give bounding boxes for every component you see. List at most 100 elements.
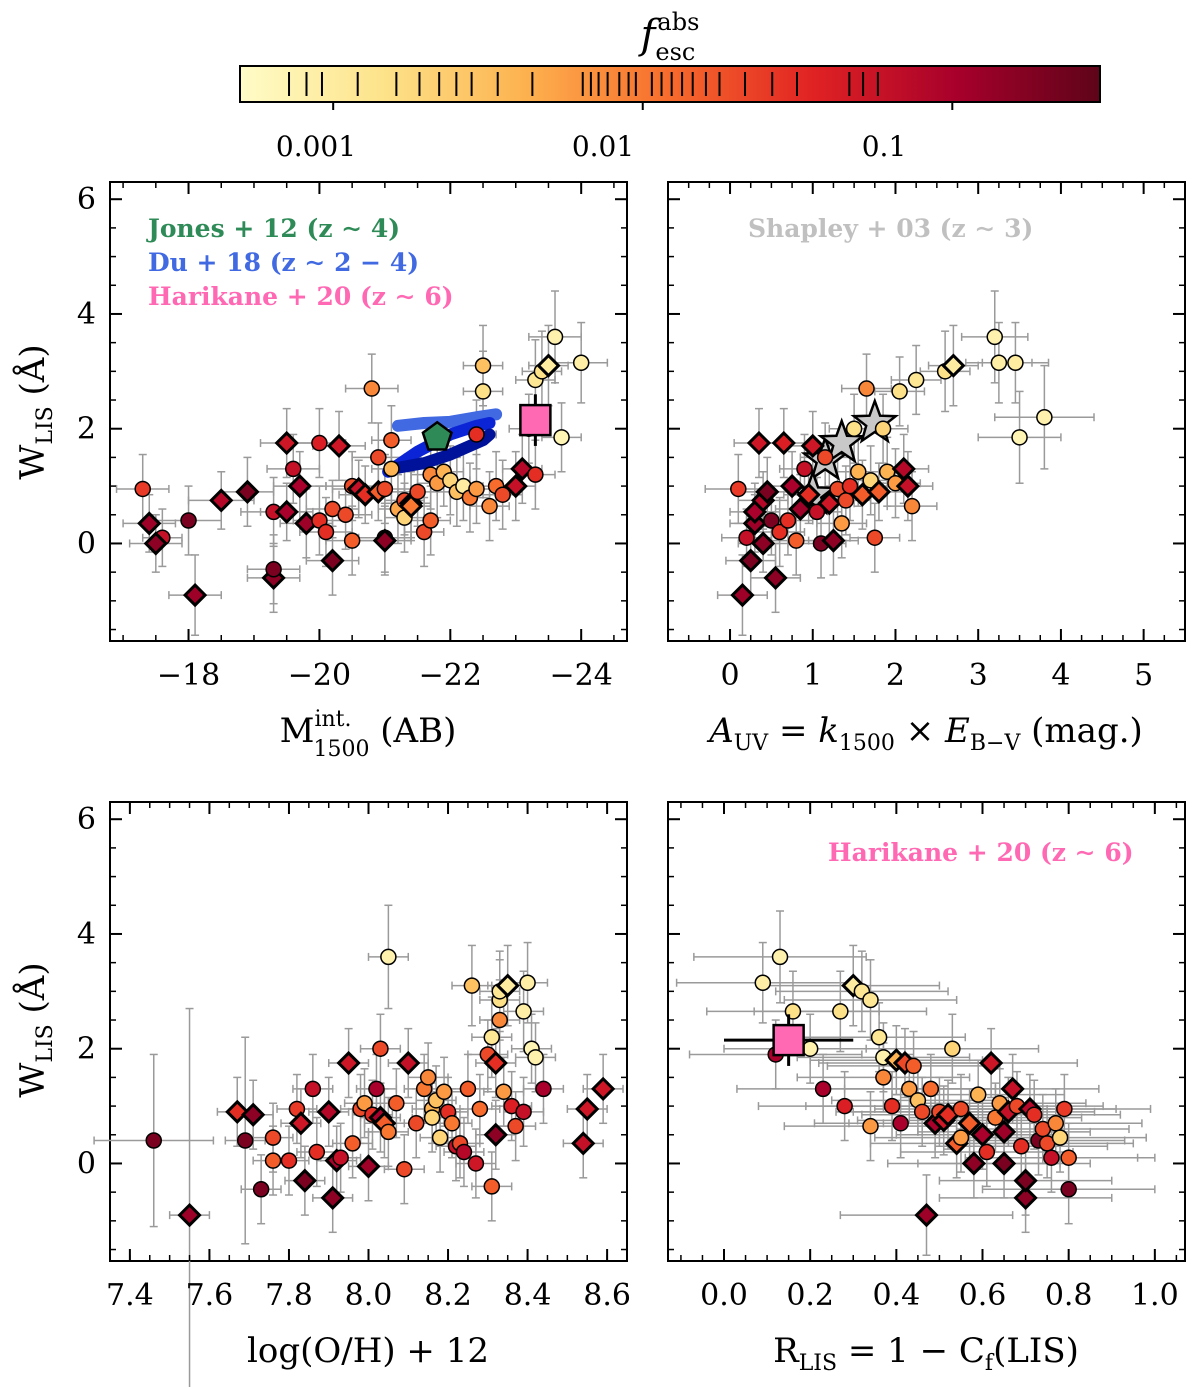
data-marks bbox=[675, 910, 1156, 1257]
circle-point bbox=[519, 974, 536, 991]
y-tick-label: 6 bbox=[77, 802, 96, 837]
circle-point bbox=[308, 1143, 326, 1161]
circle-point bbox=[833, 515, 850, 532]
diamond-point bbox=[483, 1050, 508, 1076]
circle-point bbox=[368, 1080, 385, 1098]
diamond-point bbox=[182, 582, 208, 608]
diamond-point bbox=[763, 565, 788, 591]
circle-point bbox=[363, 380, 381, 397]
circle-point bbox=[771, 948, 789, 966]
circle-point bbox=[455, 1143, 473, 1161]
x-tick-label: 0.4 bbox=[872, 1278, 920, 1313]
circle-point bbox=[317, 523, 335, 541]
circle-point bbox=[515, 1103, 532, 1121]
circle-point bbox=[1060, 1181, 1077, 1198]
y-tick-label: 6 bbox=[77, 182, 96, 217]
diamond-point bbox=[957, 1111, 982, 1136]
x-tick-label: 7.4 bbox=[106, 1278, 154, 1313]
plot-frame bbox=[667, 801, 1186, 1262]
diamond-point bbox=[320, 548, 345, 573]
x-tick-label: 1.0 bbox=[1131, 1278, 1179, 1313]
circle-point bbox=[1011, 429, 1028, 446]
circle-point bbox=[905, 1057, 922, 1075]
diamond-point bbox=[143, 531, 168, 556]
x-tick-label: 5 bbox=[1134, 658, 1153, 693]
panel-auv: 0 1 2 3 4 5 Shapley + 03 (z ∼ 3) AUV = k1500 … bbox=[667, 181, 1186, 756]
circle-point bbox=[344, 1135, 361, 1152]
circle-point bbox=[483, 1178, 501, 1195]
plot-frame bbox=[667, 181, 1186, 642]
circle-point bbox=[1025, 1106, 1043, 1123]
circle-point bbox=[463, 977, 481, 994]
diamond-point bbox=[730, 582, 755, 608]
y-tick-label: 4 bbox=[77, 917, 96, 952]
circle-point bbox=[481, 497, 498, 515]
y-tick-label: 2 bbox=[77, 412, 96, 447]
colorbar-label: fabs esc bbox=[638, 8, 700, 66]
circle-point bbox=[874, 420, 892, 437]
circle-point bbox=[808, 503, 826, 521]
circle-point bbox=[858, 380, 875, 397]
data-marks bbox=[704, 290, 1095, 637]
circle-point bbox=[891, 383, 908, 400]
colorbar-markers bbox=[288, 72, 954, 110]
diamond-point bbox=[288, 1111, 314, 1136]
circle-point bbox=[796, 460, 813, 478]
jones12-pentagon bbox=[421, 420, 453, 451]
x-tick-label: 7.6 bbox=[186, 1278, 234, 1313]
y-tick-label: 4 bbox=[77, 297, 96, 332]
circle-point bbox=[862, 991, 879, 1009]
circle-point bbox=[553, 429, 570, 446]
annotations: Jones + 12 (z ∼ 4) Du + 18 (z ∼ 2 − 4) Har… bbox=[146, 214, 454, 311]
diamond-point bbox=[738, 548, 763, 573]
circle-point bbox=[816, 449, 834, 466]
diamond-point bbox=[970, 1122, 995, 1147]
circle-point bbox=[1043, 1149, 1060, 1166]
circle-point bbox=[332, 1149, 349, 1166]
annotations: Harikane + 20 (z ∼ 6) bbox=[828, 838, 1134, 867]
y-axis-label: WLIS (Å) bbox=[12, 962, 58, 1097]
diamond-point bbox=[866, 479, 892, 504]
annotations: Shapley + 03 (z ∼ 3) bbox=[748, 214, 1033, 243]
circle-point bbox=[1056, 1100, 1073, 1118]
circle-point bbox=[952, 1129, 970, 1146]
diamond-point bbox=[225, 1099, 250, 1124]
circle-point bbox=[1007, 354, 1024, 371]
circle-point bbox=[875, 1069, 892, 1086]
axes: 7.4 7.6 7.8 8.0 8.2 8.4 8.6 0 2 4 6 bbox=[77, 802, 631, 1313]
circle-point bbox=[866, 529, 884, 546]
circle-point bbox=[337, 506, 354, 524]
circle-point bbox=[841, 477, 859, 495]
dataset-annotation: Du + 18 (z ∼ 2 − 4) bbox=[148, 248, 419, 277]
circle-point bbox=[343, 532, 361, 549]
diamond-point bbox=[356, 1154, 381, 1179]
circle-point bbox=[836, 1097, 853, 1115]
x-tick-label: 0 bbox=[720, 658, 739, 693]
circle-point bbox=[1036, 408, 1053, 426]
circle-point bbox=[1060, 1149, 1077, 1166]
x-axis-label: log(O/H) + 12 bbox=[247, 1331, 489, 1371]
diamond-point bbox=[483, 1122, 508, 1147]
circle-point bbox=[515, 1003, 532, 1020]
circle-point bbox=[474, 357, 492, 374]
x-tick-label: 3 bbox=[969, 658, 988, 693]
circle-point bbox=[870, 1028, 888, 1046]
x-tick-label: −18 bbox=[157, 658, 220, 693]
diamond-point bbox=[591, 1076, 616, 1102]
diamond-point bbox=[575, 1096, 600, 1122]
circle-point bbox=[264, 1152, 282, 1169]
diamond-point bbox=[396, 1050, 421, 1076]
circle-point bbox=[546, 328, 564, 346]
circle-point bbox=[474, 383, 492, 400]
diamond-point bbox=[979, 1050, 1004, 1076]
diamond-point bbox=[274, 499, 299, 525]
circle-point bbox=[467, 1155, 485, 1172]
harikane20-square bbox=[772, 1023, 805, 1057]
circle-point bbox=[1013, 1138, 1030, 1155]
y-tick-label: 0 bbox=[77, 1146, 96, 1181]
circle-point bbox=[978, 1143, 996, 1161]
circle-point bbox=[1047, 1115, 1064, 1132]
circle-point bbox=[422, 512, 439, 529]
x-tick-label: 8.4 bbox=[504, 1278, 552, 1313]
diamond-point bbox=[398, 494, 424, 519]
